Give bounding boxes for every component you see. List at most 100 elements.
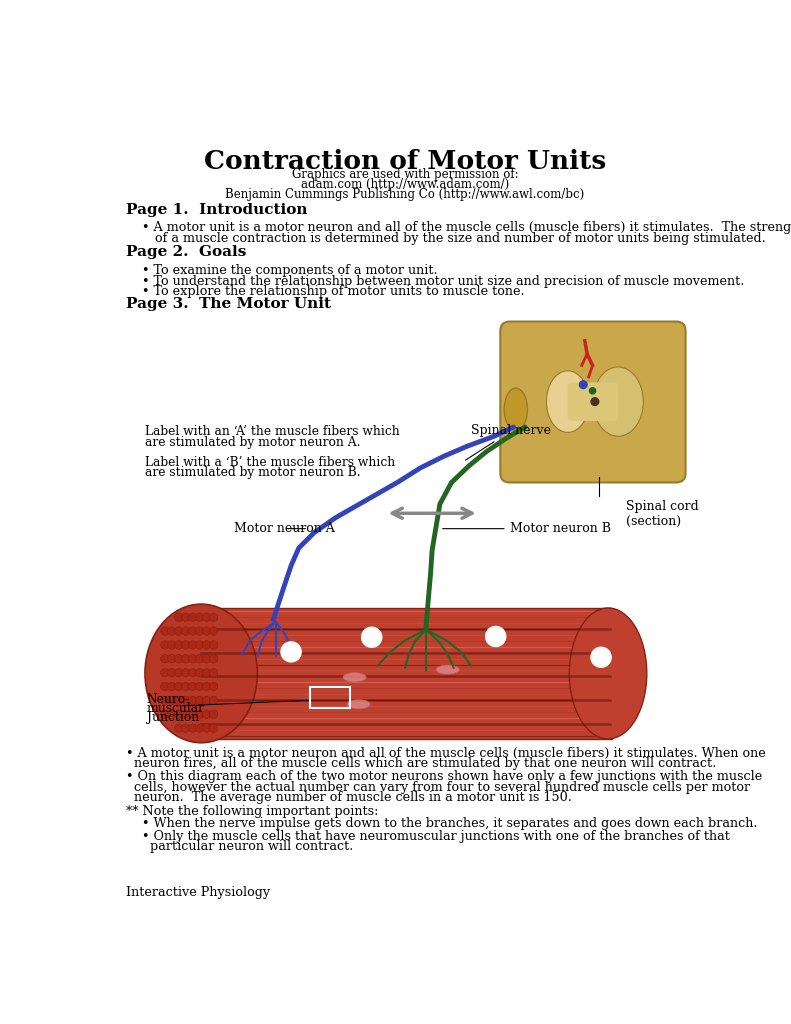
Circle shape xyxy=(210,613,218,622)
Ellipse shape xyxy=(436,665,460,674)
Circle shape xyxy=(210,724,218,732)
Circle shape xyxy=(210,669,218,677)
Circle shape xyxy=(181,613,190,622)
Circle shape xyxy=(195,696,204,705)
Circle shape xyxy=(161,682,169,691)
Circle shape xyxy=(175,627,183,635)
Text: cells, however the actual number can vary from four to several hundred muscle ce: cells, however the actual number can var… xyxy=(126,781,750,794)
Ellipse shape xyxy=(347,699,370,709)
Circle shape xyxy=(195,641,204,649)
Circle shape xyxy=(181,627,190,635)
Text: Spinal nerve: Spinal nerve xyxy=(465,424,551,460)
Text: neuron fires, all of the muscle cells which are stimulated by that one neuron wi: neuron fires, all of the muscle cells wh… xyxy=(126,757,716,770)
Circle shape xyxy=(175,669,183,677)
Text: • When the nerve impulse gets down to the branches, it separates and goes down e: • When the nerve impulse gets down to th… xyxy=(126,817,758,830)
Circle shape xyxy=(210,710,218,719)
Text: Junction: Junction xyxy=(147,711,199,724)
Text: ** Note the following important points:: ** Note the following important points: xyxy=(126,805,379,818)
Text: particular neuron will contract.: particular neuron will contract. xyxy=(126,840,354,853)
Circle shape xyxy=(161,710,169,719)
Circle shape xyxy=(202,641,211,649)
Text: • To explore the relationship of motor units to muscle tone.: • To explore the relationship of motor u… xyxy=(142,286,524,298)
Circle shape xyxy=(175,654,183,663)
Circle shape xyxy=(210,627,218,635)
Circle shape xyxy=(202,724,211,732)
Text: • A motor unit is a motor neuron and all of the muscle cells (muscle fibers) it : • A motor unit is a motor neuron and all… xyxy=(126,746,766,760)
Bar xyxy=(199,608,612,739)
Circle shape xyxy=(281,642,301,662)
Ellipse shape xyxy=(570,608,647,739)
Ellipse shape xyxy=(547,371,589,432)
Circle shape xyxy=(202,627,211,635)
Circle shape xyxy=(161,641,169,649)
Text: • A motor unit is a motor neuron and all of the muscle cells (muscle fibers) it : • A motor unit is a motor neuron and all… xyxy=(142,221,791,234)
Circle shape xyxy=(202,710,211,719)
Circle shape xyxy=(161,654,169,663)
Circle shape xyxy=(210,641,218,649)
Circle shape xyxy=(188,654,197,663)
Circle shape xyxy=(181,669,190,677)
Circle shape xyxy=(202,613,211,622)
Circle shape xyxy=(181,641,190,649)
Text: Contraction of Motor Units: Contraction of Motor Units xyxy=(204,148,606,174)
Ellipse shape xyxy=(504,388,528,430)
Text: Page 1.  Introduction: Page 1. Introduction xyxy=(126,203,308,217)
Circle shape xyxy=(195,627,204,635)
Circle shape xyxy=(175,696,183,705)
Circle shape xyxy=(195,710,204,719)
Circle shape xyxy=(181,724,190,732)
Circle shape xyxy=(202,654,211,663)
Circle shape xyxy=(168,669,176,677)
Circle shape xyxy=(195,654,204,663)
Ellipse shape xyxy=(593,367,643,436)
Circle shape xyxy=(175,724,183,732)
Text: Page 3.  The Motor Unit: Page 3. The Motor Unit xyxy=(126,297,331,311)
Circle shape xyxy=(188,641,197,649)
Text: Motor neuron A: Motor neuron A xyxy=(234,522,335,536)
Text: of a muscle contraction is determined by the size and number of motor units bein: of a muscle contraction is determined by… xyxy=(155,232,766,245)
Circle shape xyxy=(486,627,505,646)
Circle shape xyxy=(188,724,197,732)
Text: Spinal cord
(section): Spinal cord (section) xyxy=(626,500,698,528)
Text: • To understand the relationship between motor unit size and precision of muscle: • To understand the relationship between… xyxy=(142,274,744,288)
Circle shape xyxy=(181,654,190,663)
Circle shape xyxy=(210,682,218,691)
Circle shape xyxy=(361,628,382,647)
Text: • On this diagram each of the two motor neurons shown have only a few junctions : • On this diagram each of the two motor … xyxy=(126,770,763,783)
Ellipse shape xyxy=(145,604,257,742)
Circle shape xyxy=(175,682,183,691)
Circle shape xyxy=(188,696,197,705)
Circle shape xyxy=(210,696,218,705)
FancyBboxPatch shape xyxy=(505,401,532,453)
Text: Label with an ‘A’ the muscle fibers which: Label with an ‘A’ the muscle fibers whic… xyxy=(146,426,400,438)
Circle shape xyxy=(195,613,204,622)
Circle shape xyxy=(195,724,204,732)
FancyBboxPatch shape xyxy=(568,382,618,421)
Circle shape xyxy=(202,696,211,705)
Circle shape xyxy=(175,710,183,719)
Text: Page 2.  Goals: Page 2. Goals xyxy=(126,245,246,259)
Circle shape xyxy=(181,710,190,719)
Text: are stimulated by motor neuron B.: are stimulated by motor neuron B. xyxy=(146,466,361,479)
Text: adam.com (http://www.adam.com/): adam.com (http://www.adam.com/) xyxy=(301,178,509,191)
Text: Benjamin Cummings Publishing Co (http://www.awl.com/bc): Benjamin Cummings Publishing Co (http://… xyxy=(225,188,585,201)
Circle shape xyxy=(161,669,169,677)
Text: are stimulated by motor neuron A.: are stimulated by motor neuron A. xyxy=(146,436,361,450)
Bar xyxy=(309,686,350,708)
Circle shape xyxy=(168,696,176,705)
Circle shape xyxy=(591,647,611,668)
Circle shape xyxy=(175,641,183,649)
Circle shape xyxy=(202,682,211,691)
Circle shape xyxy=(188,613,197,622)
Circle shape xyxy=(591,397,599,406)
Circle shape xyxy=(175,613,183,622)
Circle shape xyxy=(210,654,218,663)
Circle shape xyxy=(168,627,176,635)
Circle shape xyxy=(168,710,176,719)
Circle shape xyxy=(188,710,197,719)
Circle shape xyxy=(589,388,596,394)
Text: • To examine the components of a motor unit.: • To examine the components of a motor u… xyxy=(142,264,437,276)
Ellipse shape xyxy=(343,673,366,682)
Circle shape xyxy=(181,696,190,705)
Text: • Only the muscle cells that have neuromuscular junctions with one of the branch: • Only the muscle cells that have neurom… xyxy=(126,829,730,843)
